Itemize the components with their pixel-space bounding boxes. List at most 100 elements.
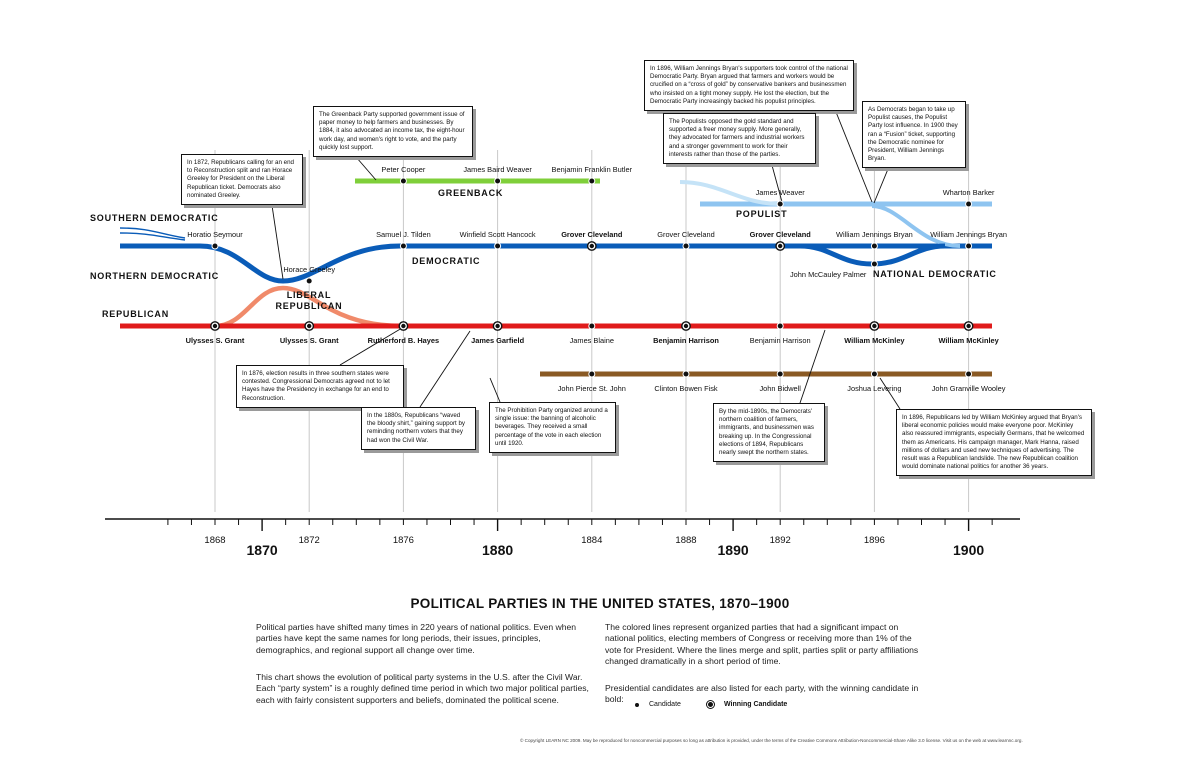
candidate-marker — [776, 200, 784, 208]
pointer-line-6 — [769, 157, 783, 203]
winner-marker-center — [212, 323, 218, 329]
pointer-line-4 — [489, 377, 501, 403]
candidate-marker — [211, 242, 219, 250]
winner-marker-center — [307, 323, 312, 329]
candidate-10: Benjamin Franklin Butler — [552, 165, 633, 185]
note-fusion-ticket: As Democrats began to take up Populist c… — [862, 101, 966, 169]
explain-paragraph-2: Presidential candidates are also listed … — [605, 683, 919, 705]
party-label-6: GREENBACK — [438, 188, 503, 198]
party-label-4: REPUBLICAN — [275, 301, 342, 311]
candidate-18: Grover Cleveland — [750, 230, 812, 251]
candidate-name: Horace Greeley — [283, 265, 335, 274]
southern-democratic-line-a — [119, 227, 186, 239]
note-1872-liberal-republican: In 1872, Republicans calling for an end … — [181, 154, 303, 206]
party-label-0: SOUTHERN DEMOCRATIC — [90, 213, 219, 223]
candidate-name: Benjamin Harrison — [653, 336, 719, 345]
candidate-marker — [588, 370, 596, 378]
candidate-dot-icon — [635, 702, 639, 707]
note-1896-bryan: In 1896, William Jennings Bryan's suppor… — [644, 60, 854, 112]
axis-label-4: 1880 — [482, 542, 513, 558]
candidate-28: John Granville Wooley — [932, 370, 1006, 393]
candidate-marker — [494, 242, 502, 250]
democratic-line — [120, 243, 992, 284]
candidate-8: Winfield Scott Hancock — [460, 230, 536, 250]
intro-paragraph-1: Political parties have shifted many time… — [256, 622, 577, 655]
candidate-9: James Garfield — [471, 321, 525, 345]
candidate-23: William McKinley — [844, 321, 905, 345]
pointer-line-3 — [419, 330, 471, 408]
candidate-1: Ulysses S. Grant — [186, 321, 245, 345]
winner-marker-center — [872, 323, 877, 329]
candidate-markers: Horatio Seymour Ulysses S. Grant Horace Gr… — [186, 165, 1007, 393]
candidate-marker — [588, 177, 596, 185]
pointer-line-0 — [269, 191, 284, 280]
candidate-name: Ulysses S. Grant — [280, 336, 339, 345]
candidate-6: Rutherford B. Hayes — [368, 321, 439, 345]
party-label-5: DEMOCRATIC — [412, 256, 480, 266]
explain-paragraph-1: The colored lines represent organized pa… — [605, 622, 919, 667]
axis-label-5: 1884 — [581, 535, 602, 546]
winner-marker-center — [401, 323, 406, 329]
candidate-26: William Jennings Bryan — [930, 230, 1007, 250]
winner-marker-center — [778, 243, 783, 249]
candidate-5: Samuel J. Tilden — [376, 230, 431, 250]
candidate-name: Grover Cleveland — [561, 230, 623, 239]
candidate-16: Clinton Bowen Fisk — [654, 370, 718, 393]
candidate-name: Rutherford B. Hayes — [368, 336, 439, 345]
candidate-21: William Jennings Bryan — [836, 230, 913, 250]
candidate-name: James Weaver — [756, 188, 806, 197]
party-label-1: NORTHERN DEMOCRATIC — [90, 271, 219, 281]
candidate-marker — [965, 200, 973, 208]
candidate-name: John Pierce St. John — [558, 384, 626, 393]
candidate-marker — [776, 322, 784, 330]
candidate-25: Wharton Barker — [943, 188, 995, 208]
candidate-name: Grover Cleveland — [750, 230, 812, 239]
candidate-name: James Baird Weaver — [463, 165, 532, 174]
candidate-marker — [870, 260, 878, 268]
candidate-name: Horatio Seymour — [187, 230, 243, 239]
candidate-22: John McCauley Palmer — [790, 260, 878, 279]
winner-marker-center — [495, 323, 500, 329]
candidate-marker — [965, 242, 973, 250]
pointer-line-2 — [339, 327, 403, 366]
pointer-line-8 — [799, 329, 826, 404]
candidate-13: John Pierce St. John — [558, 370, 626, 393]
note-prohibition-party: The Prohibition Party organized around a… — [489, 402, 616, 454]
axis-label-2: 1872 — [299, 535, 320, 546]
liberal-republican-line — [214, 285, 403, 329]
year-axis: 1868 1870 1872 1876 1880 1884 1888 1890 1892 1896… — [105, 518, 1020, 558]
winner-marker-center — [966, 323, 971, 329]
candidate-name: William McKinley — [844, 336, 905, 345]
greenback-to-populist — [679, 180, 781, 206]
party-timeline-chart: Horatio Seymour Ulysses S. Grant Horace Gr… — [90, 101, 1020, 558]
candidate-name: John McCauley Palmer — [790, 270, 867, 279]
legend-candidate: Candidate — [635, 701, 681, 708]
candidate-12: James Blaine — [570, 322, 614, 345]
year-gridlines — [214, 150, 970, 512]
axis-label-3: 1876 — [393, 535, 414, 546]
candidate-marker — [305, 277, 313, 285]
note-1876-election: In 1876, election results in three south… — [236, 365, 404, 408]
party-label-3: LIBERAL — [287, 290, 332, 300]
winner-dot-icon — [706, 700, 715, 709]
candidate-name: Samuel J. Tilden — [376, 230, 431, 239]
candidate-marker — [870, 370, 878, 378]
pointer-line-5 — [831, 101, 873, 203]
candidate-marker — [682, 370, 690, 378]
axis-label-0: 1868 — [204, 535, 225, 546]
candidate-4: Peter Cooper — [381, 165, 426, 185]
party-label-8: NATIONAL DEMOCRATIC — [873, 269, 997, 279]
candidate-name: Ulysses S. Grant — [186, 336, 245, 345]
candidate-name: Joshua Levering — [847, 384, 901, 393]
candidate-3: Ulysses S. Grant — [280, 321, 339, 345]
winner-marker-center — [683, 323, 689, 329]
party-label-2: REPUBLICAN — [102, 309, 169, 319]
candidate-11: Grover Cleveland — [561, 230, 623, 251]
legend-candidate-label: Candidate — [649, 701, 681, 708]
candidate-marker — [965, 370, 973, 378]
candidate-name: Benjamin Harrison — [750, 336, 811, 345]
candidate-marker — [399, 242, 407, 250]
candidate-20: John Bidwell — [759, 370, 801, 393]
candidate-name: William Jennings Bryan — [836, 230, 913, 239]
candidate-name: Grover Cleveland — [657, 230, 715, 239]
